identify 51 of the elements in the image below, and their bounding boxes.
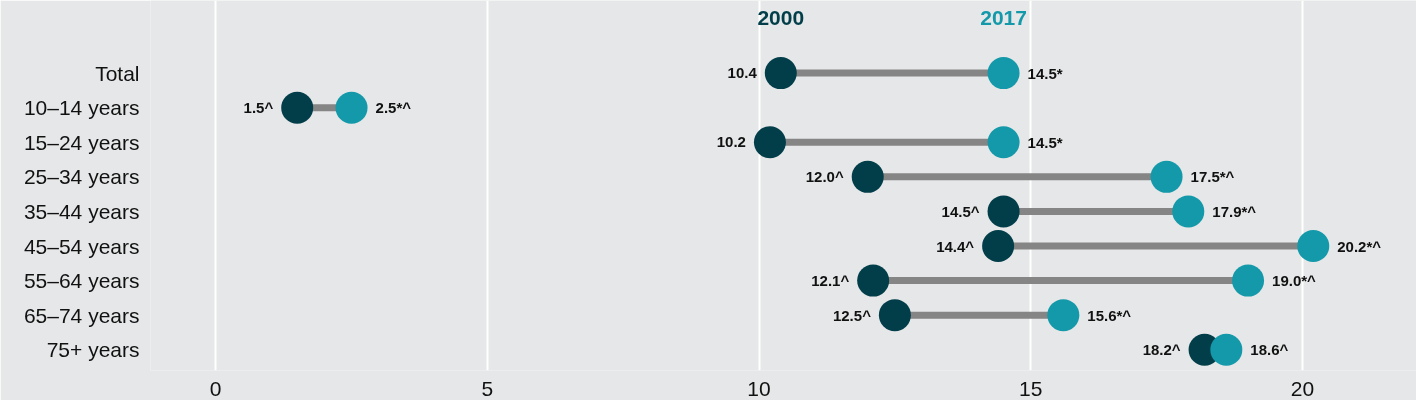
point <box>851 160 884 193</box>
y-tick-label: 55–64 years <box>23 269 140 293</box>
data-label: 15.6*^ <box>1087 306 1132 324</box>
point <box>982 230 1015 262</box>
data-label: 20.2*^ <box>1337 237 1382 255</box>
data-label: 12.0^ <box>805 168 844 186</box>
data-label: 1.5^ <box>243 99 274 117</box>
y-tick-label: 15–24 years <box>23 130 140 154</box>
point <box>335 91 368 124</box>
y-tick-label: Total <box>95 61 140 85</box>
x-tick-label: 10 <box>747 376 771 400</box>
point <box>878 299 911 332</box>
y-tick-label: 45–54 years <box>23 234 140 258</box>
point <box>857 264 890 297</box>
y-tick-label: 10–14 years <box>23 96 140 120</box>
data-label: 14.5* <box>1027 64 1063 82</box>
series-label: 2017 <box>980 5 1027 29</box>
y-tick-label: 35–44 years <box>23 199 140 223</box>
point <box>1047 299 1080 332</box>
data-label: 17.9*^ <box>1212 202 1257 220</box>
data-label: 14.4^ <box>936 237 975 255</box>
point <box>1210 333 1243 366</box>
data-label: 19.0*^ <box>1272 272 1317 290</box>
data-label: 18.6^ <box>1250 341 1289 359</box>
data-label: 14.5^ <box>941 202 980 220</box>
y-tick-label: 65–74 years <box>23 303 140 327</box>
series-label: 2000 <box>757 5 805 29</box>
x-tick-label: 0 <box>209 376 222 400</box>
point <box>987 126 1020 159</box>
data-label: 2.5*^ <box>375 99 412 117</box>
data-label: 10.2 <box>716 133 746 151</box>
point <box>987 57 1020 90</box>
point <box>1172 195 1205 228</box>
point <box>281 91 314 124</box>
data-label: 18.2^ <box>1142 341 1181 359</box>
point <box>1297 230 1330 262</box>
x-tick-label: 15 <box>1019 376 1043 400</box>
data-label: 12.5^ <box>832 306 872 324</box>
data-label: 12.1^ <box>811 272 850 290</box>
point <box>764 57 797 90</box>
data-label: 17.5*^ <box>1190 168 1235 186</box>
point <box>753 126 786 159</box>
y-tick-label: 25–34 years <box>23 165 140 189</box>
x-tick-label: 5 <box>481 376 494 400</box>
data-label: 10.4 <box>727 64 758 82</box>
point <box>987 195 1020 228</box>
y-tick-label: 75+ years <box>46 338 140 362</box>
point <box>1150 160 1183 193</box>
point <box>1232 264 1265 297</box>
data-label: 14.5* <box>1027 133 1063 151</box>
x-tick-label: 20 <box>1290 376 1315 400</box>
